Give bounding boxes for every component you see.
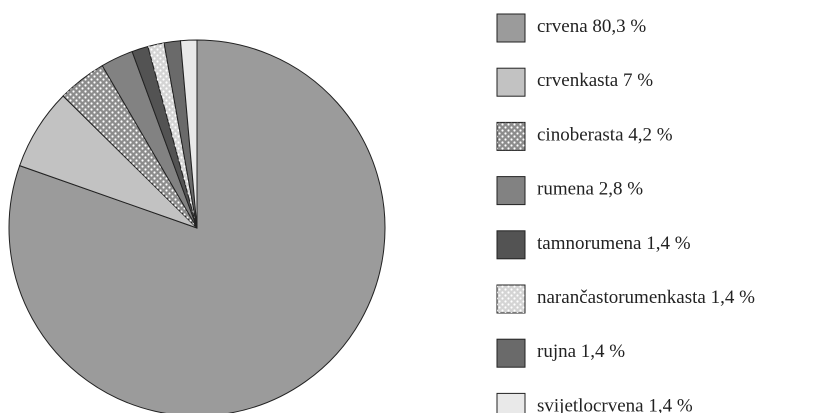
- legend-category: crvenkasta: [537, 71, 619, 92]
- legend: crvena 80,3 % crvenkasta 7 % cinoberasta 4…: [496, 13, 755, 413]
- legend-label: crvenkasta 7 %: [537, 71, 653, 92]
- legend-label: svijetlocrvena 1,4 %: [537, 396, 693, 413]
- legend-label: cinoberasta 4,2 %: [537, 125, 673, 146]
- legend-label: rumena 2,8 %: [537, 179, 643, 200]
- legend-value: 1,4 %: [711, 287, 756, 308]
- legend-label: narančastorumenkasta 1,4 %: [537, 287, 755, 308]
- pie: [8, 39, 386, 413]
- legend-category: svijetlocrvena: [537, 396, 644, 413]
- legend-label: crvena 80,3 %: [537, 16, 646, 37]
- legend-category: narančastorumenkasta: [537, 287, 706, 308]
- pie-slice: [179, 39, 198, 229]
- legend-value: 80,3 %: [592, 16, 646, 37]
- legend-category: crvena: [537, 16, 588, 37]
- legend-value: 2,8 %: [599, 179, 644, 200]
- legend-label: tamnorumena 1,4 %: [537, 233, 691, 254]
- legend-swatch: [496, 67, 526, 97]
- legend-swatch: [496, 13, 526, 43]
- legend-swatch: [496, 176, 526, 206]
- legend-swatch: [496, 338, 526, 368]
- legend-value: 4,2 %: [628, 125, 673, 146]
- legend-label: rujna 1,4 %: [537, 342, 625, 363]
- legend-category: rumena: [537, 179, 595, 200]
- legend-swatch: [496, 392, 526, 413]
- legend-category: tamnorumena: [537, 233, 642, 254]
- legend-value: 1,4 %: [648, 396, 693, 413]
- legend-value: 1,4 %: [581, 342, 626, 363]
- legend-value: 1,4 %: [646, 233, 691, 254]
- legend-category: rujna: [537, 342, 577, 363]
- legend-value: 7 %: [623, 71, 653, 92]
- legend-category: cinoberasta: [537, 125, 624, 146]
- legend-swatch: [496, 230, 526, 260]
